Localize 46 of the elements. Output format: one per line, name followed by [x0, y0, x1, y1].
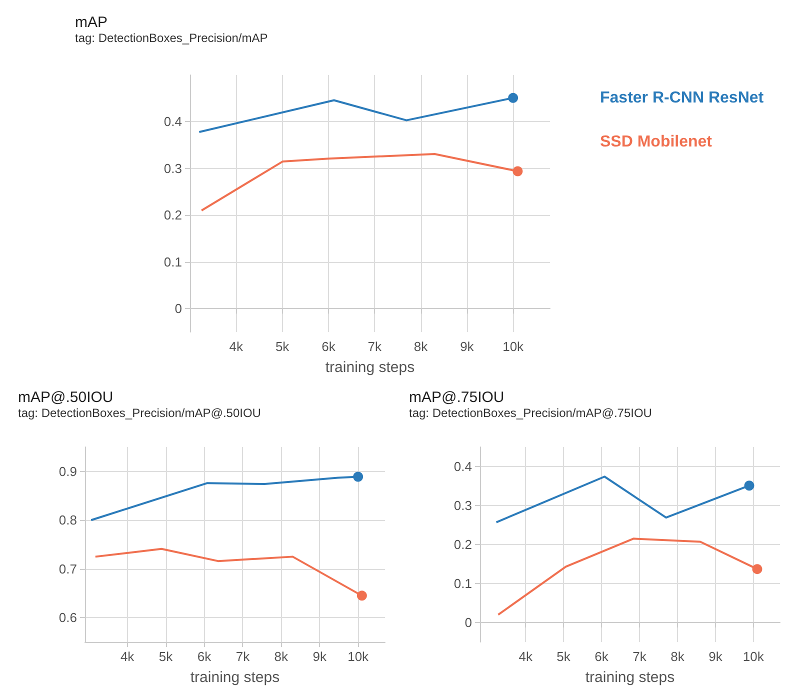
- x-tick-label: 10k: [348, 649, 370, 664]
- y-tick-label: 0.8: [58, 512, 77, 528]
- x-tick-label: 6k: [197, 649, 212, 664]
- x-tick-label: 4k: [229, 339, 244, 354]
- chart-subtitle: tag: DetectionBoxes_Precision/mAP: [75, 31, 268, 45]
- x-tick-label: 10k: [502, 339, 524, 354]
- x-tick-label: 8k: [670, 649, 685, 664]
- y-tick-label: 0.6: [58, 610, 77, 626]
- x-tick-label: 10k: [742, 649, 764, 664]
- chart-title: mAP: [75, 14, 108, 31]
- x-tick-label: 4k: [518, 649, 533, 664]
- x-tick-label: 7k: [632, 649, 647, 664]
- chart-subtitle: tag: DetectionBoxes_Precision/mAP@.50IOU: [18, 406, 261, 420]
- x-tick-label: 7k: [368, 339, 382, 354]
- x-tick-label: 4k: [120, 649, 135, 664]
- chart-title: mAP@.75IOU: [409, 389, 504, 406]
- y-tick-label: 0.7: [58, 561, 77, 576]
- y-tick-label: 0.3: [454, 498, 472, 513]
- x-tick-label: 9k: [312, 649, 327, 664]
- x-tick-label: 5k: [275, 339, 290, 354]
- x-axis-title: training steps: [325, 359, 415, 376]
- chart-title: mAP@.50IOU: [18, 389, 114, 406]
- x-tick-label: 7k: [236, 649, 250, 664]
- x-tick-label: 8k: [274, 649, 289, 664]
- x-tick-label: 5k: [158, 649, 174, 664]
- y-tick-label: 0.9: [58, 464, 77, 479]
- y-tick-label: 0: [464, 615, 472, 630]
- text: Faster R-CNN ResNet: [600, 90, 764, 106]
- y-tick-label: 0.2: [164, 208, 182, 223]
- y-tick-label: 0.3: [164, 160, 182, 176]
- x-tick-label: 9k: [708, 649, 723, 664]
- x-tick-label: 5k: [556, 649, 571, 664]
- x-tick-label: 6k: [594, 649, 609, 664]
- x-axis-title: training steps: [585, 669, 675, 686]
- text: SSD Mobilenet: [600, 134, 713, 150]
- y-tick-label: 0.4: [454, 459, 472, 474]
- y-tick-label: 0.1: [164, 254, 182, 270]
- x-tick-label: 9k: [460, 339, 474, 354]
- y-tick-label: 0: [174, 301, 182, 316]
- x-axis-title: training steps: [190, 669, 280, 686]
- y-tick-label: 0.2: [454, 537, 472, 552]
- x-tick-label: 8k: [414, 339, 428, 354]
- y-tick-label: 0.1: [454, 576, 472, 591]
- y-tick-label: 0.4: [164, 114, 182, 130]
- x-tick-label: 6k: [322, 339, 336, 354]
- chart-subtitle: tag: DetectionBoxes_Precision/mAP@.75IOU: [409, 406, 652, 420]
